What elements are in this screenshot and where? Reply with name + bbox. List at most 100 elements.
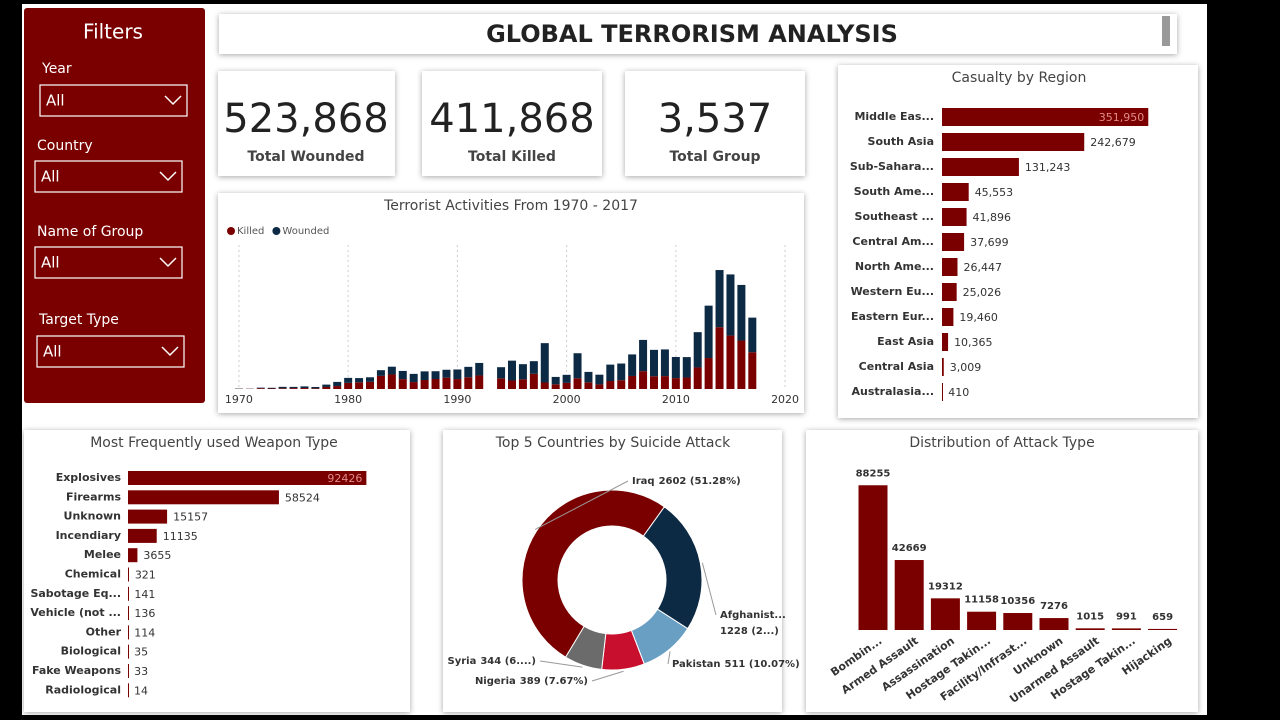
bar — [1003, 613, 1033, 630]
data-label: 42669 — [892, 543, 927, 554]
dropdown-value: All — [41, 254, 60, 272]
bar — [128, 567, 129, 582]
bar — [894, 560, 924, 630]
data-label: 131,243 — [1025, 161, 1071, 174]
bar-segment — [660, 349, 669, 377]
data-label: 114 — [134, 626, 155, 639]
bar-segment — [737, 284, 746, 341]
bar — [942, 308, 954, 326]
bar-segment — [606, 381, 615, 389]
leader-line — [667, 651, 671, 665]
category-label: Chemical — [65, 568, 121, 581]
bar-segment — [431, 371, 440, 380]
category-label: Unknown — [64, 510, 121, 523]
legend-marker — [227, 227, 235, 235]
leader-line — [591, 670, 624, 682]
slice-name: Pakistan — [672, 659, 721, 670]
chart-title: Distribution of Attack Type — [909, 435, 1094, 451]
category-label: Other — [86, 625, 122, 638]
chevron — [161, 346, 179, 357]
bar-segment — [409, 373, 418, 383]
data-label: 14 — [134, 684, 148, 697]
bar-segment — [442, 369, 451, 378]
bar-segment — [256, 388, 265, 389]
bar-segment — [726, 335, 735, 389]
slice-value: 344 (6....) — [480, 656, 536, 667]
dropdown[interactable] — [39, 84, 188, 117]
legend-label: Killed — [237, 226, 264, 237]
bar-segment — [267, 388, 276, 389]
bar-segment — [289, 386, 298, 389]
dropdown-value: All — [46, 92, 65, 110]
bar-segment — [420, 371, 429, 380]
data-label: 19312 — [928, 581, 963, 592]
bar-segment — [497, 378, 506, 389]
leader-line — [534, 480, 629, 530]
bar-segment — [737, 340, 746, 389]
bar — [942, 383, 943, 401]
bar-segment — [682, 357, 691, 378]
donut-slice — [564, 625, 607, 670]
category-label: East Asia — [877, 335, 934, 348]
chart-title: Most Frequently used Weapon Type — [90, 435, 338, 451]
bar-segment — [748, 317, 757, 353]
scroll-handle — [1162, 16, 1170, 46]
bar-segment — [387, 374, 396, 389]
bar-segment — [748, 352, 757, 389]
bar — [128, 606, 129, 621]
bar-segment — [540, 382, 549, 389]
data-label: 410 — [948, 386, 969, 399]
filter-label: Target Type — [38, 312, 119, 328]
bar-segment — [606, 364, 615, 382]
kpi-value: 411,868 — [429, 96, 594, 142]
data-label: 1015 — [1076, 611, 1104, 622]
bar-segment — [508, 380, 516, 389]
category-label: Fake Weapons — [32, 664, 121, 677]
dropdown[interactable] — [34, 160, 183, 193]
chevron — [159, 257, 177, 268]
chart-title: Casualty by Region — [952, 70, 1087, 86]
slice-label: Nigeria 389 (7.67%) — [475, 676, 588, 687]
bar — [128, 490, 279, 505]
slice-value: 389 (7.67%) — [520, 676, 588, 687]
dropdown[interactable] — [34, 246, 183, 279]
filter-title: Filters — [83, 20, 143, 44]
bar-segment — [639, 339, 648, 372]
bar-segment — [584, 371, 593, 383]
bar — [942, 183, 969, 201]
slice-label: Iraq 2602 (51.28%) — [632, 476, 741, 487]
category-label: Melee — [84, 548, 121, 561]
bar-segment — [300, 388, 309, 389]
category-label: North Ame... — [855, 260, 934, 273]
category-label: Radiological — [45, 683, 121, 696]
bar — [967, 611, 997, 630]
bar-segment — [376, 370, 385, 376]
category-label: Middle Eas... — [854, 110, 934, 123]
bar-segment — [584, 382, 593, 389]
data-label: 10,365 — [954, 336, 993, 349]
bar-segment — [311, 388, 320, 389]
chart-title: Top 5 Countries by Suicide Attack — [495, 435, 731, 451]
dropdown[interactable] — [36, 335, 185, 368]
leader-line — [701, 562, 717, 616]
data-label: 7276 — [1040, 601, 1068, 612]
bar — [942, 333, 949, 351]
data-label: 35 — [134, 646, 148, 659]
bar-segment — [671, 356, 680, 379]
bar-segment — [639, 371, 648, 389]
slice-value: 511 (10.07%) — [725, 659, 800, 670]
bar-segment — [344, 382, 353, 389]
bar-segment — [595, 374, 604, 385]
bar — [942, 258, 958, 276]
data-label: 3655 — [143, 549, 171, 562]
bar — [128, 471, 367, 485]
slice-label: Pakistan 511 (10.07%) — [672, 659, 800, 670]
bar-segment — [573, 353, 582, 379]
kpi-card — [422, 71, 602, 176]
bar — [1111, 628, 1141, 630]
bar — [1148, 628, 1178, 630]
category-label: Southeast ... — [855, 210, 934, 223]
bar — [942, 108, 1149, 126]
bar-segment — [453, 379, 462, 389]
